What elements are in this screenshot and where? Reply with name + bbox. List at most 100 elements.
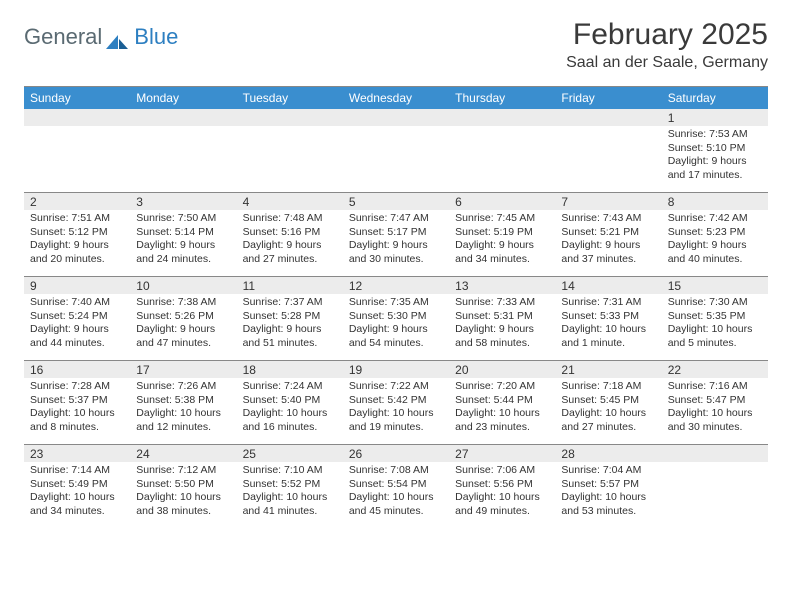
week-row: 232425262728Sunrise: 7:14 AMSunset: 5:49… <box>24 445 768 528</box>
day-number: 1 <box>662 109 768 126</box>
day-cell: Sunrise: 7:50 AMSunset: 5:14 PMDaylight:… <box>130 210 236 276</box>
day-cell: Sunrise: 7:18 AMSunset: 5:45 PMDaylight:… <box>555 378 661 444</box>
daylight-text-1: Daylight: 10 hours <box>30 491 124 505</box>
sunset-text: Sunset: 5:45 PM <box>561 394 655 408</box>
day-cell: Sunrise: 7:43 AMSunset: 5:21 PMDaylight:… <box>555 210 661 276</box>
day-cell-empty <box>662 462 768 528</box>
day-number: 18 <box>237 361 343 378</box>
daylight-text-2: and 24 minutes. <box>136 253 230 267</box>
sunset-text: Sunset: 5:10 PM <box>668 142 762 156</box>
day-content-row: Sunrise: 7:51 AMSunset: 5:12 PM Daylight:… <box>24 210 768 276</box>
day-number: 14 <box>555 277 661 294</box>
sunrise-text: Sunrise: 7:50 AM <box>136 212 230 226</box>
daylight-text-1: Daylight: 9 hours <box>561 239 655 253</box>
sunset-text: Sunset: 5:52 PM <box>243 478 337 492</box>
sunrise-text: Sunrise: 7:06 AM <box>455 464 549 478</box>
daylight-text-1: Daylight: 10 hours <box>668 407 762 421</box>
sunrise-text: Sunrise: 7:43 AM <box>561 212 655 226</box>
weekday-header: Wednesday <box>343 87 449 109</box>
day-cell-empty <box>130 126 236 192</box>
sunrise-text: Sunrise: 7:33 AM <box>455 296 549 310</box>
sunset-text: Sunset: 5:38 PM <box>136 394 230 408</box>
daylight-text-2: and 16 minutes. <box>243 421 337 435</box>
day-number <box>555 109 661 126</box>
weeks-container: 1Sunrise: 7:53 AMSunset: 5:10 PMDaylight… <box>24 109 768 528</box>
daylight-text-1: Daylight: 10 hours <box>561 491 655 505</box>
daylight-text-1: Daylight: 10 hours <box>455 407 549 421</box>
daylight-text-2: and 8 minutes. <box>30 421 124 435</box>
location-subtitle: Saal an der Saale, Germany <box>566 54 768 72</box>
day-number-row: 16171819202122 <box>24 361 768 378</box>
day-cell: Sunrise: 7:38 AMSunset: 5:26 PMDaylight:… <box>130 294 236 360</box>
day-number: 23 <box>24 445 130 462</box>
daylight-text-2: and 54 minutes. <box>349 337 443 351</box>
day-number <box>24 109 130 126</box>
sunrise-text: Sunrise: 7:22 AM <box>349 380 443 394</box>
daylight-text-2: and 49 minutes. <box>455 505 549 519</box>
weekday-header: Monday <box>130 87 236 109</box>
sunrise-text: Sunrise: 7:40 AM <box>30 296 124 310</box>
day-cell: Sunrise: 7:33 AMSunset: 5:31 PMDaylight:… <box>449 294 555 360</box>
day-content-row: Sunrise: 7:14 AMSunset: 5:49 PMDaylight:… <box>24 462 768 528</box>
sunset-text: Sunset: 5:50 PM <box>136 478 230 492</box>
logo-text-general: General <box>24 24 102 50</box>
daylight-text-1: Daylight: 10 hours <box>243 407 337 421</box>
sunset-text: Sunset: 5:28 PM <box>243 310 337 324</box>
sunset-text: Sunset: 5:12 PM <box>30 226 124 240</box>
day-number: 19 <box>343 361 449 378</box>
day-number: 2 <box>24 193 130 210</box>
day-number <box>449 109 555 126</box>
sunset-text: Sunset: 5:21 PM <box>561 226 655 240</box>
sunset-text: Sunset: 5:14 PM <box>136 226 230 240</box>
daylight-text-1: Daylight: 10 hours <box>136 491 230 505</box>
sunrise-text: Sunrise: 7:10 AM <box>243 464 337 478</box>
day-number <box>343 109 449 126</box>
sunset-text: Sunset: 5:40 PM <box>243 394 337 408</box>
day-number: 7 <box>555 193 661 210</box>
day-number: 17 <box>130 361 236 378</box>
day-cell-empty <box>555 126 661 192</box>
sunrise-text: Sunrise: 7:31 AM <box>561 296 655 310</box>
daylight-text-2: and 41 minutes. <box>243 505 337 519</box>
day-cell: Sunrise: 7:14 AMSunset: 5:49 PMDaylight:… <box>24 462 130 528</box>
weekday-header: Sunday <box>24 87 130 109</box>
brand-logo: General Blue <box>24 18 178 50</box>
day-cell: Sunrise: 7:30 AMSunset: 5:35 PMDaylight:… <box>662 294 768 360</box>
week-row: 1Sunrise: 7:53 AMSunset: 5:10 PMDaylight… <box>24 109 768 193</box>
logo-text-blue: Blue <box>134 24 178 50</box>
daylight-text-1: Daylight: 10 hours <box>30 407 124 421</box>
sunset-text: Sunset: 5:42 PM <box>349 394 443 408</box>
sunset-text: Sunset: 5:56 PM <box>455 478 549 492</box>
day-cell: Sunrise: 7:31 AMSunset: 5:33 PMDaylight:… <box>555 294 661 360</box>
daylight-text-1: Daylight: 10 hours <box>349 407 443 421</box>
sunset-text: Sunset: 5:23 PM <box>668 226 762 240</box>
day-number: 6 <box>449 193 555 210</box>
sunset-text: Sunset: 5:49 PM <box>30 478 124 492</box>
day-number: 11 <box>237 277 343 294</box>
sunset-text: Sunset: 5:24 PM <box>30 310 124 324</box>
sunset-text: Sunset: 5:26 PM <box>136 310 230 324</box>
day-cell-empty <box>24 126 130 192</box>
day-cell-empty <box>343 126 449 192</box>
daylight-text-1: Daylight: 9 hours <box>30 323 124 337</box>
day-cell: Sunrise: 7:12 AMSunset: 5:50 PMDaylight:… <box>130 462 236 528</box>
sunset-text: Sunset: 5:44 PM <box>455 394 549 408</box>
sunrise-text: Sunrise: 7:47 AM <box>349 212 443 226</box>
daylight-text-1: Daylight: 9 hours <box>668 155 762 169</box>
sunrise-text: Sunrise: 7:37 AM <box>243 296 337 310</box>
title-block: February 2025 Saal an der Saale, Germany <box>566 18 768 72</box>
sunrise-text: Sunrise: 7:42 AM <box>668 212 762 226</box>
day-number: 15 <box>662 277 768 294</box>
day-number: 5 <box>343 193 449 210</box>
sunrise-text: Sunrise: 7:51 AM <box>30 212 124 226</box>
day-number: 22 <box>662 361 768 378</box>
logo-sail-icon <box>106 29 128 45</box>
weekday-header: Thursday <box>449 87 555 109</box>
daylight-text-1: Daylight: 9 hours <box>243 239 337 253</box>
sunrise-text: Sunrise: 7:12 AM <box>136 464 230 478</box>
day-cell: Sunrise: 7:06 AMSunset: 5:56 PMDaylight:… <box>449 462 555 528</box>
day-cell: Sunrise: 7:28 AMSunset: 5:37 PMDaylight:… <box>24 378 130 444</box>
day-number: 13 <box>449 277 555 294</box>
sunrise-text: Sunrise: 7:14 AM <box>30 464 124 478</box>
daylight-text-1: Daylight: 9 hours <box>136 239 230 253</box>
